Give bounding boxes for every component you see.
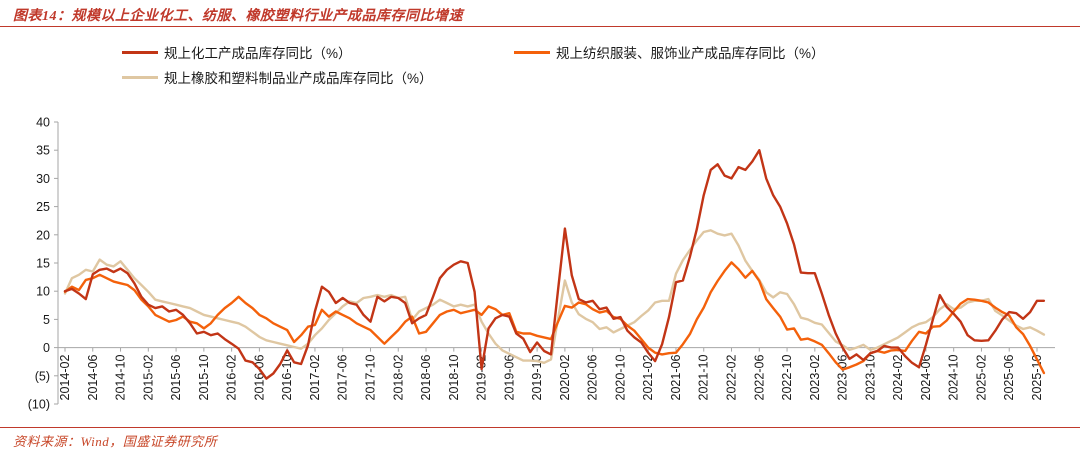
y-tick-label: 5 [43,313,50,327]
y-tick-label: 0 [43,341,50,355]
x-tick-label: 2014-02 [58,355,72,401]
x-tick-label: 2018-06 [419,355,433,401]
x-tick-label: 2018-10 [447,355,461,401]
footer-divider [0,427,1080,428]
x-tick-label: 2017-06 [336,355,350,401]
x-tick-label: 2023-06 [836,355,850,401]
x-tick-label: 2025-06 [1002,355,1016,401]
x-tick-label: 2021-10 [697,355,711,401]
x-tick-label: 2023-02 [808,355,822,401]
y-tick-label: 35 [36,144,50,158]
legend-item-chemical: 规上化工产成品库存同比（%） [122,44,352,61]
x-tick-label: 2017-10 [363,355,377,401]
x-tick-label: 2018-02 [391,355,405,401]
page-title: 图表14：规模以上企业化工、纺服、橡胶塑料行业产成品库存同比增速 [13,9,463,24]
y-tick-label: 20 [36,228,50,242]
y-tick-label: (10) [28,398,50,412]
x-tick-label: 2019-10 [530,355,544,401]
x-tick-label: 2016-02 [225,355,239,401]
title-divider [0,26,1080,27]
legend-label-textile: 规上纺织服装、服饰业产成品库存同比（%） [556,46,825,61]
x-tick-label: 2025-02 [974,355,988,401]
x-tick-label: 2022-02 [725,355,739,401]
y-tick-label: (5) [35,369,50,383]
x-tick-label: 2019-02 [475,355,489,401]
x-tick-label: 2019-06 [502,355,516,401]
x-tick-label: 2024-06 [919,355,933,401]
source-note: 资料来源：Wind，国盛证券研究所 [13,434,218,449]
x-tick-label: 2022-10 [780,355,794,401]
x-tick-label: 2021-02 [641,355,655,401]
legend-line-swatch-chemical [122,50,158,54]
x-tick-label: 2024-02 [891,355,905,401]
x-tick-label: 2022-06 [752,355,766,401]
legend-row: 规上化工产成品库存同比（%） 规上纺织服装、服饰业产成品库存同比（%） [0,44,1080,61]
x-tick-label: 2020-10 [613,355,627,401]
legend-item-textile: 规上纺织服装、服饰业产成品库存同比（%） [514,44,825,61]
legend-label-chemical: 规上化工产成品库存同比（%） [164,46,352,61]
x-tick-label: 2015-10 [197,355,211,401]
x-tick-label: 2020-06 [586,355,600,401]
x-tick-label: 2023-10 [863,355,877,401]
series-line-0 [63,148,1046,380]
legend-line-swatch-rubber [122,75,158,79]
y-tick-label: 25 [36,200,50,214]
x-tick-label: 2015-02 [141,355,155,401]
x-tick-label: 2015-06 [169,355,183,401]
x-tick-label: 2014-06 [86,355,100,401]
legend-item-rubber: 规上橡胶和塑料制品业产成品库存同比（%） [122,69,433,86]
legend-line-swatch-textile [514,50,550,54]
legend-label-rubber: 规上橡胶和塑料制品业产成品库存同比（%） [164,71,433,86]
x-tick-label: 2024-10 [947,355,961,401]
y-tick-label: 30 [36,172,50,186]
x-tick-label: 2020-02 [558,355,572,401]
y-tick-label: 15 [36,257,50,271]
x-tick-label: 2017-02 [308,355,322,401]
x-tick-label: 2016-10 [280,355,294,401]
legend-row: 规上橡胶和塑料制品业产成品库存同比（%） [0,69,1080,86]
x-tick-label: 2021-06 [669,355,683,401]
y-tick-label: 10 [36,285,50,299]
series-line-2 [63,229,1046,364]
y-tick-label: 40 [36,116,50,130]
x-tick-label: 2014-10 [114,355,128,401]
